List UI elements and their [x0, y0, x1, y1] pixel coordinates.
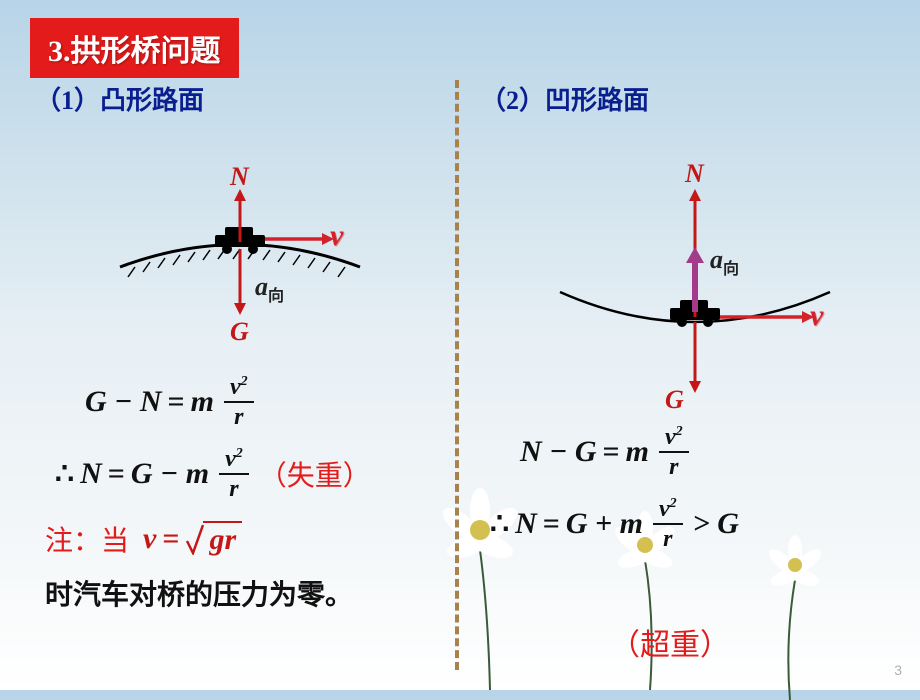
req1-frac: v2 r	[659, 425, 689, 479]
req2-den: r	[663, 525, 672, 551]
req1-sup: 2	[676, 424, 683, 439]
note-eqn: v = gr	[143, 521, 242, 557]
eq2-eq: =	[108, 457, 125, 491]
eq1-lhs: G − N	[85, 385, 162, 419]
n-label-r: N	[685, 159, 704, 189]
convex-diagram: N G v a向	[80, 127, 400, 357]
n-label: N	[230, 162, 249, 192]
eq1-frac: v2 r	[224, 375, 254, 429]
a-label: a向	[255, 272, 284, 306]
right-column: （2）凹形路面 N G v a向	[480, 80, 900, 569]
g-label: G	[230, 317, 249, 347]
concave-diagram: N G v a向	[530, 127, 850, 407]
req2-eq: =	[543, 507, 560, 541]
req2-sup: 2	[670, 496, 677, 511]
left-column: （1）凸形路面	[35, 80, 445, 613]
eq2-sup: 2	[236, 446, 243, 461]
page-number: 3	[894, 662, 902, 678]
sqrt-icon: gr	[185, 521, 242, 557]
weightless-annot: （失重）	[259, 454, 371, 494]
overweight-annot: （超重）	[610, 620, 730, 664]
column-divider	[455, 80, 459, 670]
req1-num: v	[665, 424, 676, 450]
eq2-therefore: ∴	[55, 457, 74, 492]
a-text: a	[255, 272, 268, 301]
eq1-sup: 2	[241, 374, 248, 389]
req1-lhs: N − G	[520, 435, 597, 469]
a-label-r: a向	[710, 245, 739, 279]
req1-eq: =	[603, 435, 620, 469]
note-var: v	[143, 522, 156, 556]
a-sub: 向	[268, 288, 284, 305]
req2-therefore: ∴	[490, 507, 509, 542]
eq2-den: r	[229, 475, 238, 501]
req2-lhs: N	[515, 507, 537, 541]
note-prefix: 注：当	[45, 519, 129, 559]
eq2-num: v	[225, 446, 236, 472]
eq2-lhs: N	[80, 457, 102, 491]
right-eq2: ∴ N = G + m v2 r > G	[490, 497, 900, 551]
eq2-rhs: G − m	[131, 457, 209, 491]
a-sub-r: 向	[723, 261, 739, 278]
left-subtitle: （1）凸形路面	[35, 80, 445, 117]
radicand: gr	[203, 521, 242, 557]
req1-den: r	[669, 453, 678, 479]
eq1-den: r	[234, 403, 243, 429]
v-label: v	[330, 219, 343, 253]
req1-m: m	[626, 435, 649, 469]
eq1-num: v	[230, 374, 241, 400]
a-text-r: a	[710, 245, 723, 274]
eq1-eq: =	[168, 385, 185, 419]
req2-rhs: G + m	[566, 507, 643, 541]
final-line: 时汽车对桥的压力为零。	[45, 573, 445, 613]
req2-gt: > G	[693, 507, 739, 541]
left-eq2: ∴ N = G − m v2 r （失重）	[55, 447, 445, 501]
note-eq: =	[162, 522, 179, 556]
req2-num: v	[659, 496, 670, 522]
left-eq1: G − N = m v2 r	[85, 375, 445, 429]
g-label-r: G	[665, 385, 684, 415]
eq2-frac: v2 r	[219, 447, 249, 501]
section-header: 3.拱形桥问题	[30, 18, 239, 78]
note-line: 注：当 v = gr	[45, 519, 445, 559]
right-subtitle: （2）凹形路面	[480, 80, 900, 117]
right-eq1: N − G = m v2 r	[520, 425, 900, 479]
eq1-m: m	[191, 385, 214, 419]
v-label-r: v	[810, 299, 823, 333]
req2-frac: v2 r	[653, 497, 683, 551]
